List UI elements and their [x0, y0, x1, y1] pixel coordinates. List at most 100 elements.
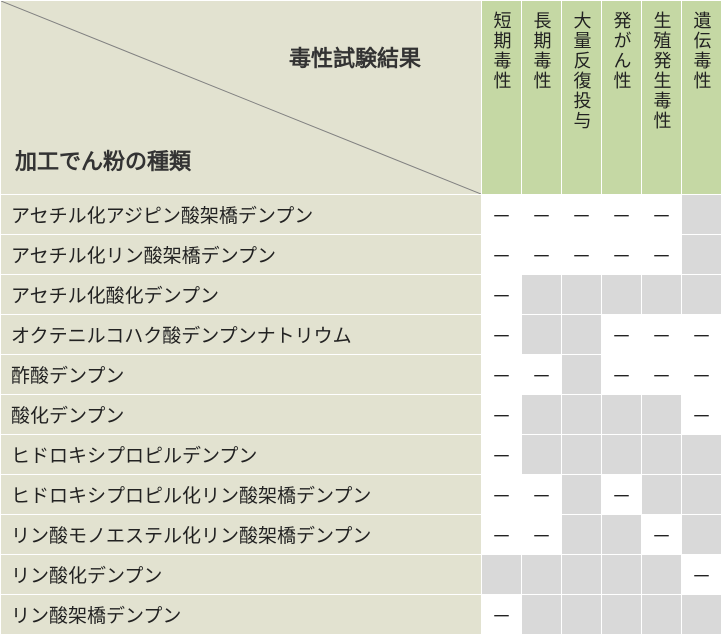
data-cell: [602, 555, 642, 595]
data-cell: [642, 555, 682, 595]
data-cell: [602, 595, 642, 635]
table-row: アセチル化酸化デンプン－: [1, 275, 721, 315]
data-cell: －: [522, 515, 562, 555]
data-cell: [522, 555, 562, 595]
data-cell: [562, 355, 602, 395]
data-cell: －: [482, 395, 522, 435]
data-cell: [682, 435, 721, 475]
data-cell: [602, 275, 642, 315]
data-cell: [562, 275, 602, 315]
data-cell: [682, 475, 721, 515]
toxicity-table-container: 毒性試験結果 加工でん粉の種類 短期毒性長期毒性大量反復投与発がん性生殖発生毒性…: [0, 0, 721, 635]
data-cell: [682, 595, 721, 635]
header-row: 毒性試験結果 加工でん粉の種類 短期毒性長期毒性大量反復投与発がん性生殖発生毒性…: [1, 1, 721, 195]
data-cell: [482, 555, 522, 595]
table-row: アセチル化アジピン酸架橋デンプン－－－－－: [1, 195, 721, 235]
row-label: リン酸化デンプン: [1, 555, 482, 595]
column-header-label: 遺伝毒性: [689, 11, 715, 91]
data-cell: [522, 595, 562, 635]
table-row: リン酸モノエステル化リン酸架橋デンプン－－－: [1, 515, 721, 555]
table-row: オクテニルコハク酸デンプンナトリウム－－－－: [1, 315, 721, 355]
row-label: オクテニルコハク酸デンプンナトリウム: [1, 315, 482, 355]
data-cell: [562, 395, 602, 435]
data-cell: [522, 395, 562, 435]
data-cell: －: [522, 235, 562, 275]
data-cell: [562, 515, 602, 555]
data-cell: [562, 315, 602, 355]
data-cell: [682, 515, 721, 555]
data-cell: [562, 475, 602, 515]
column-header-label: 発がん性: [609, 11, 635, 91]
data-cell: －: [682, 395, 721, 435]
row-label: アセチル化酸化デンプン: [1, 275, 482, 315]
column-header: 短期毒性: [482, 1, 522, 195]
data-cell: －: [482, 515, 522, 555]
data-cell: [602, 395, 642, 435]
data-cell: [562, 555, 602, 595]
data-cell: [522, 435, 562, 475]
table-row: 酸化デンプン－－: [1, 395, 721, 435]
data-cell: [642, 595, 682, 635]
data-cell: －: [482, 275, 522, 315]
data-cell: [642, 395, 682, 435]
data-cell: －: [522, 475, 562, 515]
data-cell: [682, 195, 721, 235]
table-row: 酢酸デンプン－－－－－: [1, 355, 721, 395]
column-header: 生殖発生毒性: [642, 1, 682, 195]
data-cell: [642, 475, 682, 515]
data-cell: [562, 435, 602, 475]
table-row: ヒドロキシプロピル化リン酸架橋デンプン－－－: [1, 475, 721, 515]
row-label: リン酸モノエステル化リン酸架橋デンプン: [1, 515, 482, 555]
data-cell: [602, 515, 642, 555]
data-cell: －: [682, 315, 721, 355]
row-label: アセチル化リン酸架橋デンプン: [1, 235, 482, 275]
data-cell: [602, 435, 642, 475]
data-cell: －: [482, 595, 522, 635]
data-cell: [522, 315, 562, 355]
column-header: 長期毒性: [522, 1, 562, 195]
toxicity-table: 毒性試験結果 加工でん粉の種類 短期毒性長期毒性大量反復投与発がん性生殖発生毒性…: [0, 0, 721, 635]
data-cell: [682, 235, 721, 275]
data-cell: －: [522, 355, 562, 395]
data-cell: [642, 275, 682, 315]
data-cell: －: [482, 235, 522, 275]
column-header-label: 大量反復投与: [569, 11, 595, 131]
data-cell: －: [642, 195, 682, 235]
table-row: アセチル化リン酸架橋デンプン－－－－－: [1, 235, 721, 275]
row-label: ヒドロキシプロピル化リン酸架橋デンプン: [1, 475, 482, 515]
row-label: ヒドロキシプロピルデンプン: [1, 435, 482, 475]
data-cell: －: [642, 235, 682, 275]
data-cell: －: [562, 235, 602, 275]
data-cell: －: [602, 235, 642, 275]
data-cell: －: [602, 355, 642, 395]
row-label: アセチル化アジピン酸架橋デンプン: [1, 195, 482, 235]
column-header: 大量反復投与: [562, 1, 602, 195]
data-cell: －: [642, 315, 682, 355]
data-cell: －: [522, 195, 562, 235]
column-header: 発がん性: [602, 1, 642, 195]
data-cell: －: [482, 315, 522, 355]
data-cell: －: [642, 515, 682, 555]
corner-header: 毒性試験結果 加工でん粉の種類: [1, 1, 482, 195]
table-row: リン酸架橋デンプン－: [1, 595, 721, 635]
data-cell: －: [642, 355, 682, 395]
table-body: アセチル化アジピン酸架橋デンプン－－－－－アセチル化リン酸架橋デンプン－－－－－…: [1, 195, 721, 635]
data-cell: [642, 435, 682, 475]
column-header: 遺伝毒性: [682, 1, 721, 195]
data-cell: －: [602, 475, 642, 515]
header-top-label: 毒性試験結果: [289, 41, 421, 73]
table-row: リン酸化デンプン－: [1, 555, 721, 595]
data-cell: －: [602, 315, 642, 355]
row-label: 酢酸デンプン: [1, 355, 482, 395]
data-cell: －: [482, 195, 522, 235]
table-row: ヒドロキシプロピルデンプン－: [1, 435, 721, 475]
data-cell: [522, 275, 562, 315]
column-header-label: 短期毒性: [489, 11, 515, 91]
data-cell: －: [482, 355, 522, 395]
data-cell: －: [682, 355, 721, 395]
data-cell: －: [602, 195, 642, 235]
row-label: リン酸架橋デンプン: [1, 595, 482, 635]
data-cell: －: [482, 475, 522, 515]
data-cell: －: [482, 435, 522, 475]
data-cell: －: [562, 195, 602, 235]
